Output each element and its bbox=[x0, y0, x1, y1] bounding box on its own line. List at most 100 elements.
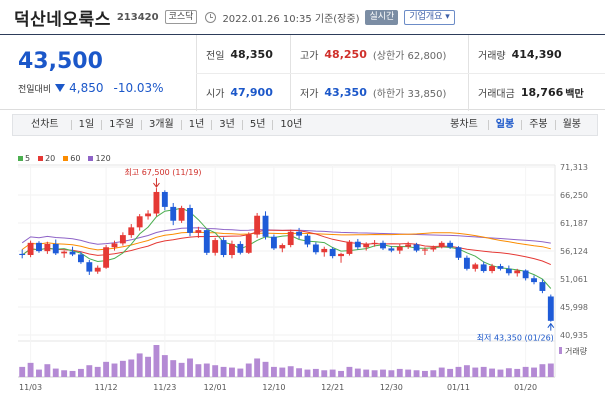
volume-bar bbox=[422, 370, 428, 377]
volume-bar bbox=[237, 368, 244, 377]
y-tick-label: 56,124 bbox=[560, 247, 588, 256]
candle-body bbox=[170, 206, 177, 221]
ma-legend: 5 20 60 120 bbox=[18, 154, 111, 163]
tab-weekly[interactable]: 주봉 bbox=[529, 119, 548, 130]
legend-ma20: 20 bbox=[38, 154, 55, 163]
volume-bar bbox=[388, 370, 395, 377]
volume-bar bbox=[505, 368, 512, 377]
candle-body bbox=[455, 247, 462, 258]
volume-bar bbox=[514, 368, 521, 377]
candle-body bbox=[539, 282, 546, 291]
candle-body bbox=[94, 267, 101, 272]
tab-divider bbox=[487, 120, 489, 130]
tab-daily[interactable]: 일봉 bbox=[495, 119, 515, 130]
volume-bar bbox=[363, 369, 370, 377]
volume-bar bbox=[321, 370, 328, 377]
tab-period-10y[interactable]: 10년 bbox=[280, 119, 303, 130]
down-arrow-icon bbox=[55, 84, 66, 92]
volume-bar bbox=[354, 368, 361, 377]
min-annotation: 최저 43,350 (01/26) bbox=[477, 333, 554, 343]
volume-bar bbox=[229, 367, 235, 377]
volume-label: 거래량 bbox=[565, 346, 588, 356]
tab-period-5y[interactable]: 5년 bbox=[249, 119, 266, 130]
candlestick-svg[interactable]: 71,313 66,250 61,187 56,124 51,061 45,998 40,9… bbox=[0, 145, 605, 410]
change-percent: -10.03% bbox=[113, 81, 164, 95]
volume-bar bbox=[396, 368, 403, 377]
tab-period-3m[interactable]: 3개월 bbox=[148, 119, 174, 130]
legend-ma60: 60 bbox=[63, 154, 80, 163]
volume-bar bbox=[52, 368, 59, 377]
tab-divider bbox=[272, 120, 274, 130]
volume-bar bbox=[19, 366, 26, 377]
current-price: 43,500 bbox=[18, 49, 103, 74]
volume-bar bbox=[61, 370, 68, 377]
x-tick-label: 01/20 bbox=[514, 383, 537, 392]
volume-bar bbox=[413, 370, 420, 377]
tab-candle-chart[interactable]: 봉차트 bbox=[450, 119, 478, 130]
tab-period-1y[interactable]: 1년 bbox=[188, 119, 205, 130]
candle-body bbox=[187, 207, 193, 233]
volume-bar bbox=[438, 367, 445, 377]
realtime-button[interactable]: 실시간 bbox=[365, 9, 399, 25]
candle-body bbox=[86, 262, 93, 272]
candle-body bbox=[61, 251, 68, 254]
candle-body bbox=[447, 242, 454, 248]
stat-value: 414,390 bbox=[511, 48, 562, 61]
tab-period-1w[interactable]: 1주일 bbox=[109, 119, 134, 130]
candle-body bbox=[153, 191, 160, 214]
max-annotation: 최고 67,500 (11/19) bbox=[124, 167, 201, 177]
volume-bar bbox=[36, 369, 42, 377]
candle-body bbox=[36, 242, 42, 252]
volume-bar bbox=[270, 366, 277, 377]
ma20-line bbox=[21, 229, 551, 266]
stat-prev-close: 전일 48,350 bbox=[206, 47, 273, 62]
change-amount: 4,850 bbox=[69, 81, 104, 95]
tab-monthly[interactable]: 월봉 bbox=[562, 119, 581, 130]
tab-period-3y[interactable]: 3년 bbox=[219, 119, 235, 130]
tab-divider bbox=[554, 120, 556, 130]
tab-divider bbox=[180, 120, 182, 130]
candle-body bbox=[212, 240, 219, 253]
x-tick-label: 12/30 bbox=[380, 383, 403, 392]
stat-value: 48,250 bbox=[324, 48, 367, 61]
x-tick-label: 12/21 bbox=[321, 383, 344, 392]
volume-bar bbox=[287, 366, 294, 377]
candle-body bbox=[438, 242, 445, 248]
volume-bar bbox=[489, 368, 496, 377]
candle-body bbox=[388, 248, 395, 251]
stat-value: 18,766 bbox=[520, 86, 564, 99]
candle-body bbox=[463, 257, 470, 269]
candle-body bbox=[145, 213, 151, 217]
volume-bar bbox=[195, 364, 202, 377]
candle-body bbox=[262, 215, 269, 237]
volume-bar bbox=[304, 369, 311, 377]
legend-swatch bbox=[88, 156, 94, 161]
candle-body bbox=[547, 296, 554, 321]
candle-body bbox=[505, 268, 512, 274]
candle-body bbox=[254, 215, 261, 235]
candle-body bbox=[422, 249, 428, 251]
candle-body bbox=[413, 244, 420, 251]
volume-bar bbox=[128, 359, 135, 377]
candle-body bbox=[103, 247, 110, 268]
candle-body bbox=[354, 241, 361, 248]
tab-line-chart[interactable]: 선차트 bbox=[31, 119, 59, 130]
stat-label: 전일 bbox=[206, 51, 225, 62]
candle-body bbox=[497, 266, 504, 269]
price-panel: 43,500 전일대비 4,850 -10.03% 전일 48,350 고가 4… bbox=[0, 34, 605, 111]
volume-bar bbox=[262, 361, 269, 377]
candle-body bbox=[69, 251, 76, 255]
max-arrowhead bbox=[153, 182, 160, 188]
volume-bar bbox=[94, 366, 101, 377]
candle-body bbox=[363, 243, 370, 248]
candle-body bbox=[52, 243, 59, 254]
volume-bar bbox=[338, 370, 344, 377]
volume-bar bbox=[119, 360, 126, 377]
candle-body bbox=[203, 230, 210, 253]
tab-divider bbox=[521, 120, 523, 130]
tab-period-1d[interactable]: 1일 bbox=[78, 119, 95, 130]
y-tick-label: 45,998 bbox=[560, 303, 588, 312]
change-label: 전일대비 bbox=[18, 84, 52, 95]
x-tick-label: 12/01 bbox=[204, 383, 227, 392]
company-info-button[interactable]: 기업개요 ▾ bbox=[404, 9, 455, 25]
